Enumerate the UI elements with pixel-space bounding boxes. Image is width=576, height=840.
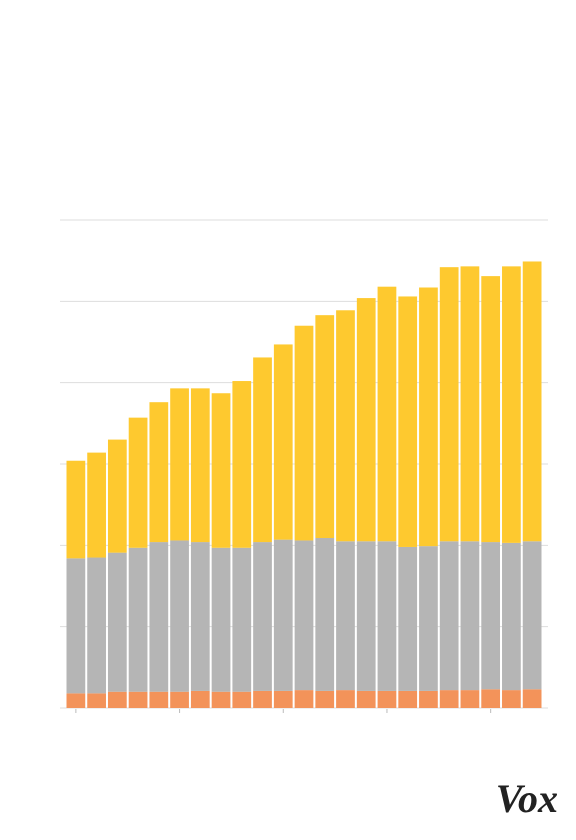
bar-segment — [253, 690, 272, 708]
bar-segment — [253, 542, 272, 691]
bar-segment — [439, 690, 459, 708]
bar-segment — [315, 538, 335, 691]
bar-segment — [439, 267, 459, 542]
bar-segment — [294, 690, 314, 708]
bar-segment — [211, 691, 231, 708]
bar-segment — [66, 460, 86, 559]
bar-segment — [522, 261, 542, 542]
bar-segment — [273, 690, 293, 708]
bar-segment — [419, 546, 438, 691]
bar-segment — [336, 310, 355, 542]
bar-segment — [66, 693, 86, 708]
bar-segment — [356, 541, 376, 691]
bar-segment — [190, 542, 210, 691]
bar-segment — [336, 690, 355, 708]
bar-segment — [356, 298, 376, 542]
bar-segment — [336, 541, 355, 691]
bar-segment — [190, 690, 210, 708]
bar-segment — [253, 357, 272, 543]
bar-segment — [377, 286, 397, 542]
bar-segment — [211, 393, 231, 548]
bar-segment — [419, 690, 438, 708]
bar-segment — [377, 690, 397, 708]
bar-segment — [481, 276, 501, 543]
bar-segment — [273, 344, 293, 540]
bar-segment — [190, 388, 210, 543]
bar-segment — [232, 547, 252, 692]
bar-segment — [232, 691, 252, 708]
bar-segment — [460, 690, 480, 708]
bar-segment — [502, 542, 521, 691]
bar-segment — [460, 266, 480, 542]
bar-segment — [522, 541, 542, 690]
bar-segment — [128, 547, 148, 692]
bar-segment — [170, 540, 189, 692]
bar-segment — [107, 439, 127, 553]
bar-segment — [128, 691, 148, 708]
bar-segment — [87, 557, 106, 694]
bar-segment — [398, 546, 418, 691]
bar-segment — [315, 690, 335, 708]
bar-segment — [107, 691, 127, 708]
bar-segment — [211, 547, 231, 692]
bar-segment — [481, 689, 501, 708]
bar-segment — [232, 381, 252, 548]
bar-segment — [439, 541, 459, 691]
bar-segment — [419, 287, 438, 547]
bar-segment — [460, 541, 480, 691]
bar-segment — [87, 452, 106, 558]
bar-segment — [149, 402, 169, 543]
bar-segment — [66, 558, 86, 694]
bar-segment — [356, 690, 376, 708]
bar-segment — [294, 325, 314, 541]
bar-segment — [294, 540, 314, 691]
bar-segment — [170, 388, 189, 541]
bar-segment — [170, 691, 189, 708]
logo: Vox — [496, 776, 558, 821]
bar-segment — [481, 542, 501, 690]
bar-segment — [149, 691, 169, 708]
bar-segment — [398, 296, 418, 547]
bar-segment — [149, 542, 169, 692]
bar-segment — [315, 315, 335, 539]
bar-segment — [107, 552, 127, 692]
bar-segment — [87, 693, 106, 708]
bar-segment — [522, 689, 542, 708]
bar-segment — [273, 539, 293, 691]
bar-segment — [502, 690, 521, 708]
bar-segment — [377, 541, 397, 691]
bar-segment — [128, 417, 148, 548]
bar-segment — [398, 690, 418, 708]
bar-segment — [502, 266, 521, 543]
